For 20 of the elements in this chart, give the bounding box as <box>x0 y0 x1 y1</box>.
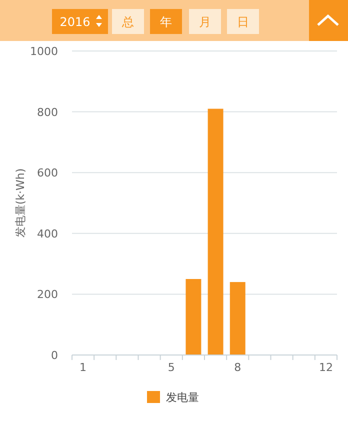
bar <box>186 279 202 355</box>
y-tick-label: 200 <box>37 288 58 302</box>
x-tick-label: 12 <box>318 361 333 374</box>
y-tick-label: 600 <box>37 166 58 180</box>
bar <box>208 108 224 355</box>
text: 年 <box>160 15 172 29</box>
y-tick-label: 1000 <box>30 45 58 58</box>
y-tick-label: 800 <box>37 106 58 119</box>
text: 2016 <box>60 15 90 29</box>
text: 月 <box>199 15 211 29</box>
bar <box>230 282 246 355</box>
legend-label: 发电量 <box>166 391 199 404</box>
text: 日 <box>237 15 249 29</box>
x-tick-label: 8 <box>234 361 242 374</box>
y-tick-label: 400 <box>37 227 58 240</box>
x-tick-label: 1 <box>80 361 87 374</box>
y-axis-title: 发电量(k·Wh) <box>14 168 27 238</box>
text: 总 <box>121 15 134 29</box>
y-tick-label: 0 <box>51 349 58 362</box>
x-tick-label: 5 <box>168 361 175 374</box>
